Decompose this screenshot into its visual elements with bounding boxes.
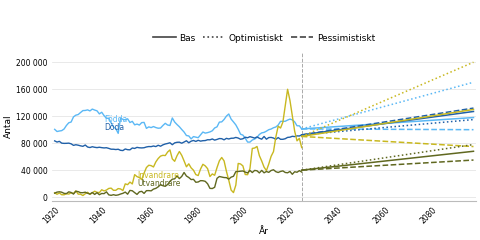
Text: Döda: Döda bbox=[104, 123, 124, 132]
Legend: Bas, Optimistiskt, Pessimistiskt: Bas, Optimistiskt, Pessimistiskt bbox=[149, 30, 379, 46]
Text: Invandrare: Invandrare bbox=[137, 171, 179, 180]
Text: Utvandrare: Utvandrare bbox=[137, 179, 180, 188]
Text: Födda: Födda bbox=[104, 115, 127, 124]
X-axis label: År: År bbox=[259, 227, 269, 236]
Y-axis label: Antal: Antal bbox=[4, 114, 13, 138]
